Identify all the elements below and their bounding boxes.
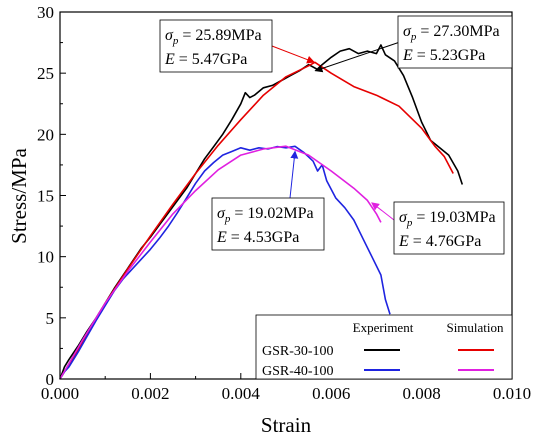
y-tick-label: 25 — [37, 64, 54, 83]
annotation-layer: σp = 25.89MPa E = 5.47GPa σp = 27.30MPa E =… — [159, 15, 513, 255]
x-tick-label: 0.004 — [222, 384, 261, 403]
legend-row-label: GSR-40-100 — [262, 364, 334, 379]
x-tick-label: 0.008 — [402, 384, 440, 403]
x-axis-title: Strain — [261, 413, 312, 437]
annotation-box — [393, 201, 505, 255]
y-tick-label: 30 — [37, 3, 54, 22]
annotation-peak-stress: σp = 19.03MPa — [399, 209, 496, 229]
legend-header-simulation: Simulation — [446, 320, 504, 335]
legend-row-label: GSR-30-100 — [262, 344, 334, 359]
series-line-3 — [59, 145, 382, 380]
annotation-arrow — [271, 45, 315, 64]
x-tick-label: 0.010 — [493, 384, 531, 403]
annotation-arrow — [371, 202, 395, 221]
legend-box — [255, 314, 513, 380]
legend: Experiment Simulation GSR-30-100 GSR-40-100 — [255, 314, 513, 380]
annotation-arrow — [314, 41, 401, 73]
y-tick-label: 20 — [37, 125, 54, 144]
annotation-arrow — [289, 150, 299, 199]
annotation-box — [159, 19, 273, 73]
y-tick-label: 10 — [37, 248, 54, 267]
y-tick-label: 5 — [46, 309, 55, 328]
annotation-box — [211, 197, 325, 251]
annotation-peak-stress: σp = 27.30MPa — [403, 23, 500, 43]
annotation-modulus: E = 5.47GPa — [164, 51, 247, 68]
x-tick-label: 0.006 — [312, 384, 350, 403]
annotation-peak-stress: σp = 19.02MPa — [217, 205, 314, 225]
y-tick-label: 0 — [46, 370, 55, 389]
y-tick-label: 15 — [37, 187, 54, 206]
y-axis-title: Stress/MPa — [7, 147, 31, 243]
annotation-modulus: E = 5.23GPa — [402, 47, 485, 64]
annotation-box — [397, 15, 513, 69]
series-line-1 — [59, 61, 454, 380]
annotation-modulus: E = 4.53GPa — [216, 229, 299, 246]
legend-header-experiment: Experiment — [353, 320, 414, 335]
series-layer — [59, 44, 464, 380]
annotation-peak-stress: σp = 25.89MPa — [165, 27, 262, 47]
axis-ticks: 0.000 0.002 0.004 0.006 0.008 0.010 0 5 10 15 20 25… — [37, 3, 531, 403]
x-tick-label: 0.002 — [131, 384, 169, 403]
x-tick-label: 0.000 — [41, 384, 79, 403]
annotation-modulus: E = 4.76GPa — [398, 233, 481, 250]
